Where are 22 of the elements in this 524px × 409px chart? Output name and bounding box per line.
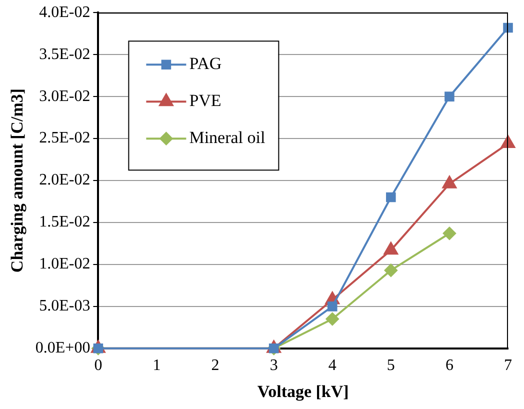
x-tick-label: 6 [445,357,454,374]
x-axis-title: Voltage [kV] [257,382,349,402]
x-tick-label: 7 [504,357,512,374]
y-tick-label: 5.0E-03 [39,298,90,315]
x-tick-label: 0 [94,357,102,374]
x-tick-label: 3 [270,357,278,374]
x-tick-label: 5 [386,357,395,374]
y-tick-label: 0.0E+00 [35,340,90,357]
legend-label: PAG [189,54,222,74]
y-tick-label: 3.0E-02 [39,88,90,105]
x-tick-label: 1 [152,357,161,374]
x-tick-label: 2 [211,357,220,374]
y-axis-title: Charging amount [C/m3] [8,88,27,273]
legend-label: Mineral oil [189,128,266,148]
legend-label: PVE [189,91,222,110]
y-tick-label: 1.0E-02 [39,256,90,273]
y-tick-label: 1.5E-02 [39,214,90,231]
y-tick-label: 4.0E-02 [39,4,90,21]
y-tick-label: 2.0E-02 [39,172,90,189]
y-tick-label: 2.5E-02 [39,130,90,147]
y-tick-label: 3.5E-02 [39,46,90,63]
x-tick-label: 4 [328,357,336,374]
